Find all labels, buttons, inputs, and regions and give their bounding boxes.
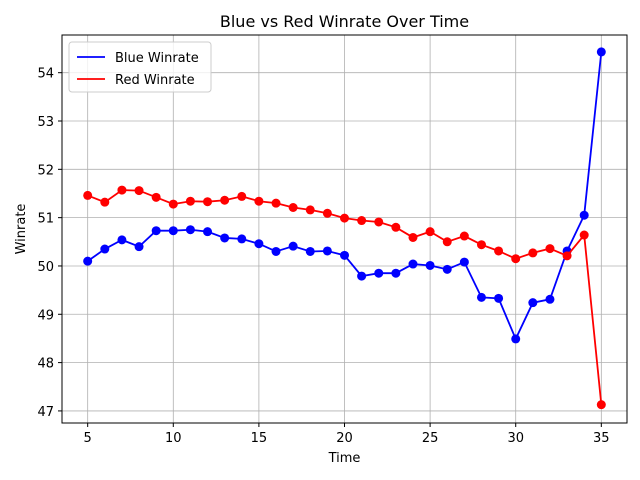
red-winrate-point	[579, 230, 589, 240]
blue-winrate-point	[528, 298, 538, 308]
y-tick-label: 51	[37, 212, 54, 227]
blue-winrate-point	[459, 257, 469, 267]
x-tick-label: 15	[251, 431, 268, 446]
y-axis-title: Winrate	[14, 204, 29, 255]
blue-winrate-point	[254, 239, 264, 249]
red-winrate-point	[203, 197, 213, 207]
series-layer	[83, 47, 606, 410]
blue-winrate-point	[579, 210, 589, 220]
blue-winrate-point	[476, 292, 486, 302]
red-winrate-point	[391, 222, 401, 232]
blue-winrate-point	[134, 242, 144, 252]
red-winrate-point	[168, 199, 178, 209]
blue-winrate-point	[220, 233, 230, 243]
y-tick-label: 47	[37, 405, 54, 420]
red-winrate-point	[100, 197, 110, 207]
red-winrate-point	[494, 246, 504, 256]
x-tick-label: 35	[593, 431, 610, 446]
red-winrate-point	[322, 208, 332, 218]
grid	[62, 35, 627, 423]
y-tick-label: 48	[37, 357, 54, 372]
blue-winrate-point	[305, 246, 315, 256]
x-tick-label: 30	[507, 431, 524, 446]
red-winrate-point	[185, 196, 195, 206]
red-winrate-point	[374, 217, 384, 227]
ticks: 5 10 15 20 25 30 35 47 48 49 50 51 52 53 54	[37, 67, 609, 446]
y-tick-label: 52	[37, 163, 54, 178]
y-tick-label: 50	[37, 260, 54, 275]
y-tick-label: 53	[37, 115, 54, 130]
blue-winrate-point	[168, 226, 178, 236]
red-winrate-point	[134, 186, 144, 196]
x-tick-label: 10	[165, 431, 182, 446]
chart-title: Blue vs Red Winrate Over Time	[220, 12, 469, 31]
blue-winrate-point	[425, 260, 435, 270]
blue-winrate-point	[185, 225, 195, 235]
blue-winrate-point	[83, 256, 93, 266]
red-winrate-point	[288, 202, 298, 212]
red-winrate-point	[220, 195, 230, 205]
legend-label-blue-winrate: Blue Winrate	[115, 51, 199, 66]
red-winrate-point	[237, 191, 247, 201]
red-winrate-point	[562, 251, 572, 261]
blue-winrate-point	[271, 246, 281, 256]
blue-winrate-point	[237, 234, 247, 244]
blue-winrate-point	[391, 268, 401, 278]
red-winrate-point	[340, 213, 349, 223]
blue-winrate-point	[203, 227, 213, 237]
blue-winrate-point	[511, 334, 521, 344]
x-tick-label: 5	[84, 431, 92, 446]
blue-winrate-point	[357, 271, 367, 281]
y-tick-label: 54	[37, 67, 54, 82]
blue-winrate-point	[408, 259, 418, 269]
red-winrate-point	[528, 248, 538, 258]
red-winrate-point	[117, 185, 127, 195]
red-winrate-point	[83, 190, 93, 200]
x-tick-label: 25	[422, 431, 439, 446]
red-winrate-point	[442, 237, 452, 247]
red-winrate-point	[476, 240, 486, 250]
red-winrate-point	[357, 216, 367, 226]
blue-winrate-point	[596, 47, 606, 57]
y-tick-label: 49	[37, 308, 54, 323]
blue-winrate-point	[494, 293, 504, 303]
red-winrate-point	[459, 231, 469, 241]
legend-label-red-winrate: Red Winrate	[115, 73, 195, 88]
x-axis-title: Time	[328, 451, 361, 466]
blue-winrate-point	[151, 226, 161, 236]
blue-winrate-point	[288, 241, 298, 251]
legend: Blue Winrate Red Winrate	[68, 41, 212, 93]
red-winrate-point	[596, 400, 606, 410]
blue-winrate-point	[100, 244, 110, 254]
blue-winrate-point	[322, 246, 332, 256]
blue-winrate-point	[374, 268, 384, 278]
red-winrate-point	[271, 198, 281, 208]
red-winrate-point	[511, 254, 521, 264]
blue-winrate-point	[442, 264, 452, 274]
red-winrate-point	[545, 244, 555, 254]
red-winrate-point	[305, 205, 315, 215]
red-winrate-point	[151, 192, 161, 202]
red-winrate-point	[408, 232, 418, 242]
blue-winrate-point	[340, 250, 349, 260]
x-tick-label: 20	[336, 431, 353, 446]
blue-winrate-point	[117, 235, 127, 245]
red-winrate-point	[425, 227, 435, 237]
blue-winrate-point	[545, 294, 555, 304]
red-winrate-point	[254, 196, 264, 206]
